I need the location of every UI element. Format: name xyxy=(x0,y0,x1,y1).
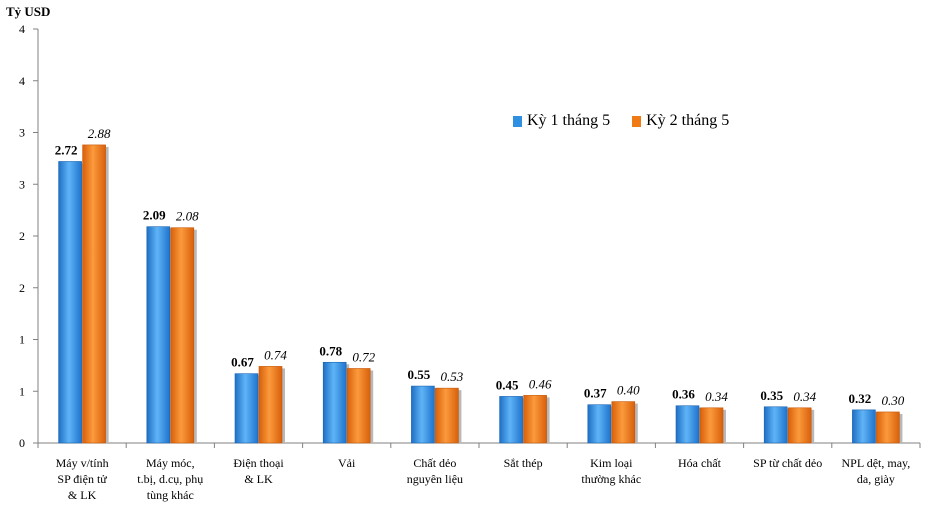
y-tick-label: 2 xyxy=(19,229,25,243)
y-axis-title: Tỷ USD xyxy=(6,4,51,19)
y-tick-label: 0 xyxy=(19,436,25,450)
data-label-series-1: 2.72 xyxy=(55,142,78,157)
data-label-series-2: 0.74 xyxy=(264,347,287,362)
bar-series-2 xyxy=(787,407,812,444)
bar-series-1 xyxy=(852,409,876,444)
data-label-series-1: 2.09 xyxy=(143,208,166,223)
data-label-series-1: 0.55 xyxy=(408,367,431,382)
legend-swatch-orange xyxy=(632,115,642,127)
bar-series-2 xyxy=(82,144,106,444)
legend-swatch-blue xyxy=(513,115,522,127)
data-label-series-2: 0.53 xyxy=(441,369,464,384)
y-tick-label: 4 xyxy=(19,74,25,88)
x-tick-label: Sắt thép xyxy=(503,456,543,470)
bar-series-1 xyxy=(322,361,347,444)
data-label-series-2: 0.34 xyxy=(705,389,728,404)
bar-series-1 xyxy=(499,396,523,444)
bar-series-1 xyxy=(675,405,700,444)
data-label-series-1: 0.32 xyxy=(849,391,872,406)
data-label-series-2: 0.30 xyxy=(882,393,905,408)
bar-series-2 xyxy=(876,411,900,444)
data-label-series-2: 2.88 xyxy=(88,126,111,141)
bar-series-2 xyxy=(523,395,547,444)
y-tick-label: 1 xyxy=(19,384,25,398)
data-label-series-1: 0.37 xyxy=(584,386,607,401)
x-tick-label: SP từ chất dẻo xyxy=(753,456,823,470)
legend-item-series-1: Kỳ 1 tháng 5 xyxy=(513,112,610,130)
bar-series-2 xyxy=(699,407,724,444)
bar-series-1 xyxy=(146,226,171,444)
x-tick-label: Kim loại thường khác xyxy=(581,456,642,486)
data-label-series-2: 0.46 xyxy=(529,376,552,391)
data-label-series-1: 0.35 xyxy=(760,388,783,403)
x-tick-label: Hóa chất xyxy=(678,456,721,470)
bar-series-2 xyxy=(435,387,459,444)
x-tick-label: Chất dẻo nguyên liệu xyxy=(406,456,464,486)
data-label-series-2: 0.40 xyxy=(617,383,640,398)
x-tick-label: Máy v/tính SP điện tử & LK xyxy=(55,456,109,502)
y-tick-label: 4 xyxy=(19,22,25,36)
y-tick-label: 3 xyxy=(19,126,25,140)
y-tick-label: 3 xyxy=(19,177,25,191)
x-tick-label: Vải xyxy=(338,456,356,470)
bar-series-2 xyxy=(346,368,371,444)
data-label-series-2: 0.34 xyxy=(793,389,816,404)
x-tick-label: Máy móc, t.bị, d.cụ, phụ tùng khác xyxy=(137,456,204,502)
y-tick-label: 2 xyxy=(19,281,25,295)
legend-item-series-2: Kỳ 2 tháng 5 xyxy=(632,112,729,130)
x-tick-label: NPL dệt, may, da, giày xyxy=(841,456,911,486)
bar-series-1 xyxy=(411,385,435,444)
data-label-series-1: 0.67 xyxy=(231,355,254,370)
bar-series-1 xyxy=(587,404,612,444)
bar-series-1 xyxy=(58,161,82,444)
x-tick-label: Điện thoại & LK xyxy=(233,456,284,486)
data-label-series-2: 0.72 xyxy=(352,349,375,364)
bar-series-1 xyxy=(763,406,788,444)
legend: Kỳ 1 tháng 5 Kỳ 2 tháng 5 xyxy=(513,112,729,130)
legend-label-series-2: Kỳ 2 tháng 5 xyxy=(646,112,730,129)
data-label-series-1: 0.78 xyxy=(319,343,342,358)
data-label-series-1: 0.45 xyxy=(496,377,519,392)
bar-series-1 xyxy=(234,373,259,444)
data-label-series-2: 2.08 xyxy=(176,209,199,224)
bar-series-2 xyxy=(258,366,283,444)
bar-series-2 xyxy=(611,401,636,444)
y-tick-label: 1 xyxy=(19,333,25,347)
bar-series-2 xyxy=(170,227,195,444)
data-label-series-1: 0.36 xyxy=(672,387,695,402)
legend-label-series-1: Kỳ 1 tháng 5 xyxy=(527,112,611,129)
